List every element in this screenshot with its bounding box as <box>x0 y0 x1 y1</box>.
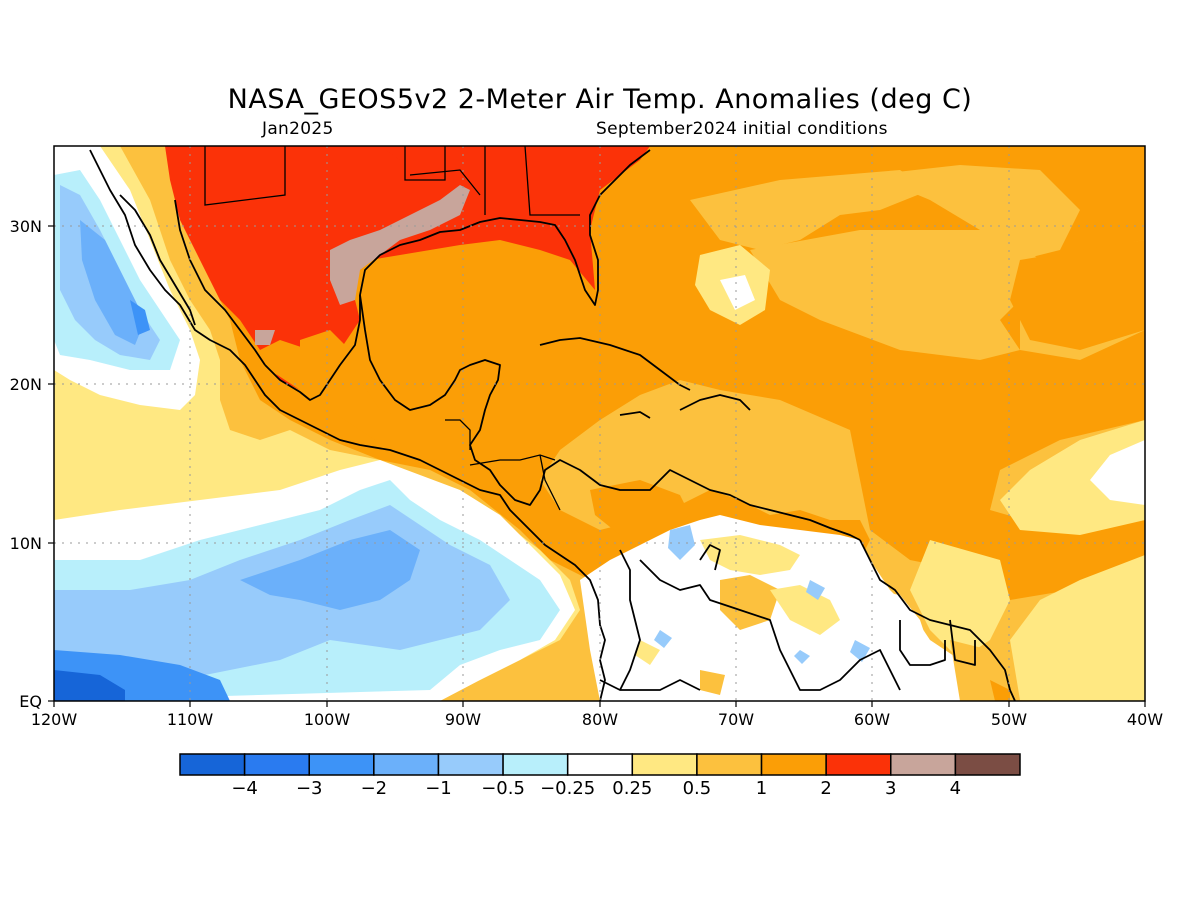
colorbar-label: 3 <box>885 778 896 799</box>
y-tick-label: 30N <box>10 217 42 236</box>
colorbar-swatch <box>308 753 375 776</box>
colorbar-swatch <box>760 753 827 776</box>
gridlines <box>54 146 1145 701</box>
colorbar-swatch <box>954 753 1021 776</box>
colorbar-label: 1 <box>756 778 767 799</box>
colorbar-swatch <box>243 753 310 776</box>
colorbar-swatch <box>631 753 698 776</box>
map-title: NASA_GEOS5v2 2-Meter Air Temp. Anomalies… <box>227 84 973 115</box>
colorbar-swatch <box>179 753 246 776</box>
x-tick-label: 120W <box>31 710 78 729</box>
colorbar-swatch <box>825 753 892 776</box>
axis-tick-marks <box>48 225 1146 707</box>
colorbar-label: −0.5 <box>481 778 525 799</box>
colorbar-label: 0.25 <box>612 778 652 799</box>
colorbar-label: −3 <box>296 778 323 799</box>
colorbar-swatch <box>373 753 440 776</box>
x-tick-label: 100W <box>304 710 351 729</box>
colorbar-label: −2 <box>361 778 388 799</box>
colorbar-label: 0.5 <box>683 778 712 799</box>
colorbar-swatch <box>566 753 634 776</box>
initial-conditions-label: September2024 initial conditions <box>596 119 888 139</box>
political-borders <box>204 146 580 511</box>
forecast-month: Jan2025 <box>262 119 334 139</box>
x-tick-label: 50W <box>991 710 1027 729</box>
x-tick-label: 60W <box>854 710 890 729</box>
colorbar-label: 4 <box>950 778 961 799</box>
anomaly-fill <box>54 146 1145 701</box>
y-tick-label: EQ <box>19 692 42 711</box>
y-tick-label: 20N <box>10 375 42 394</box>
colorbar-label: −4 <box>231 778 258 799</box>
x-tick-label: 70W <box>718 710 754 729</box>
colorbar-label: 2 <box>820 778 831 799</box>
x-tick-label: 80W <box>582 710 618 729</box>
colorbar-label: −1 <box>425 778 452 799</box>
colorbar-swatch <box>696 753 763 776</box>
x-tick-label: 40W <box>1127 710 1163 729</box>
colorbar-swatch <box>890 753 957 776</box>
x-tick-label: 90W <box>445 710 481 729</box>
coastlines <box>89 149 1016 701</box>
y-tick-label: 10N <box>10 534 42 553</box>
x-tick-label: 110W <box>167 710 214 729</box>
colorbar: −4 −3 −2 −1 −0.5 −0.25 0.25 0.5 1 2 3 4 <box>179 753 1021 799</box>
colorbar-label: −0.25 <box>540 778 595 799</box>
x-axis-labels: 120W 110W 100W 90W 80W 70W 60W 50W 40W <box>31 710 1163 729</box>
colorbar-swatch <box>437 753 504 776</box>
y-axis-labels: EQ 10N 20N 30N <box>10 217 42 711</box>
colorbar-swatch <box>502 753 569 776</box>
